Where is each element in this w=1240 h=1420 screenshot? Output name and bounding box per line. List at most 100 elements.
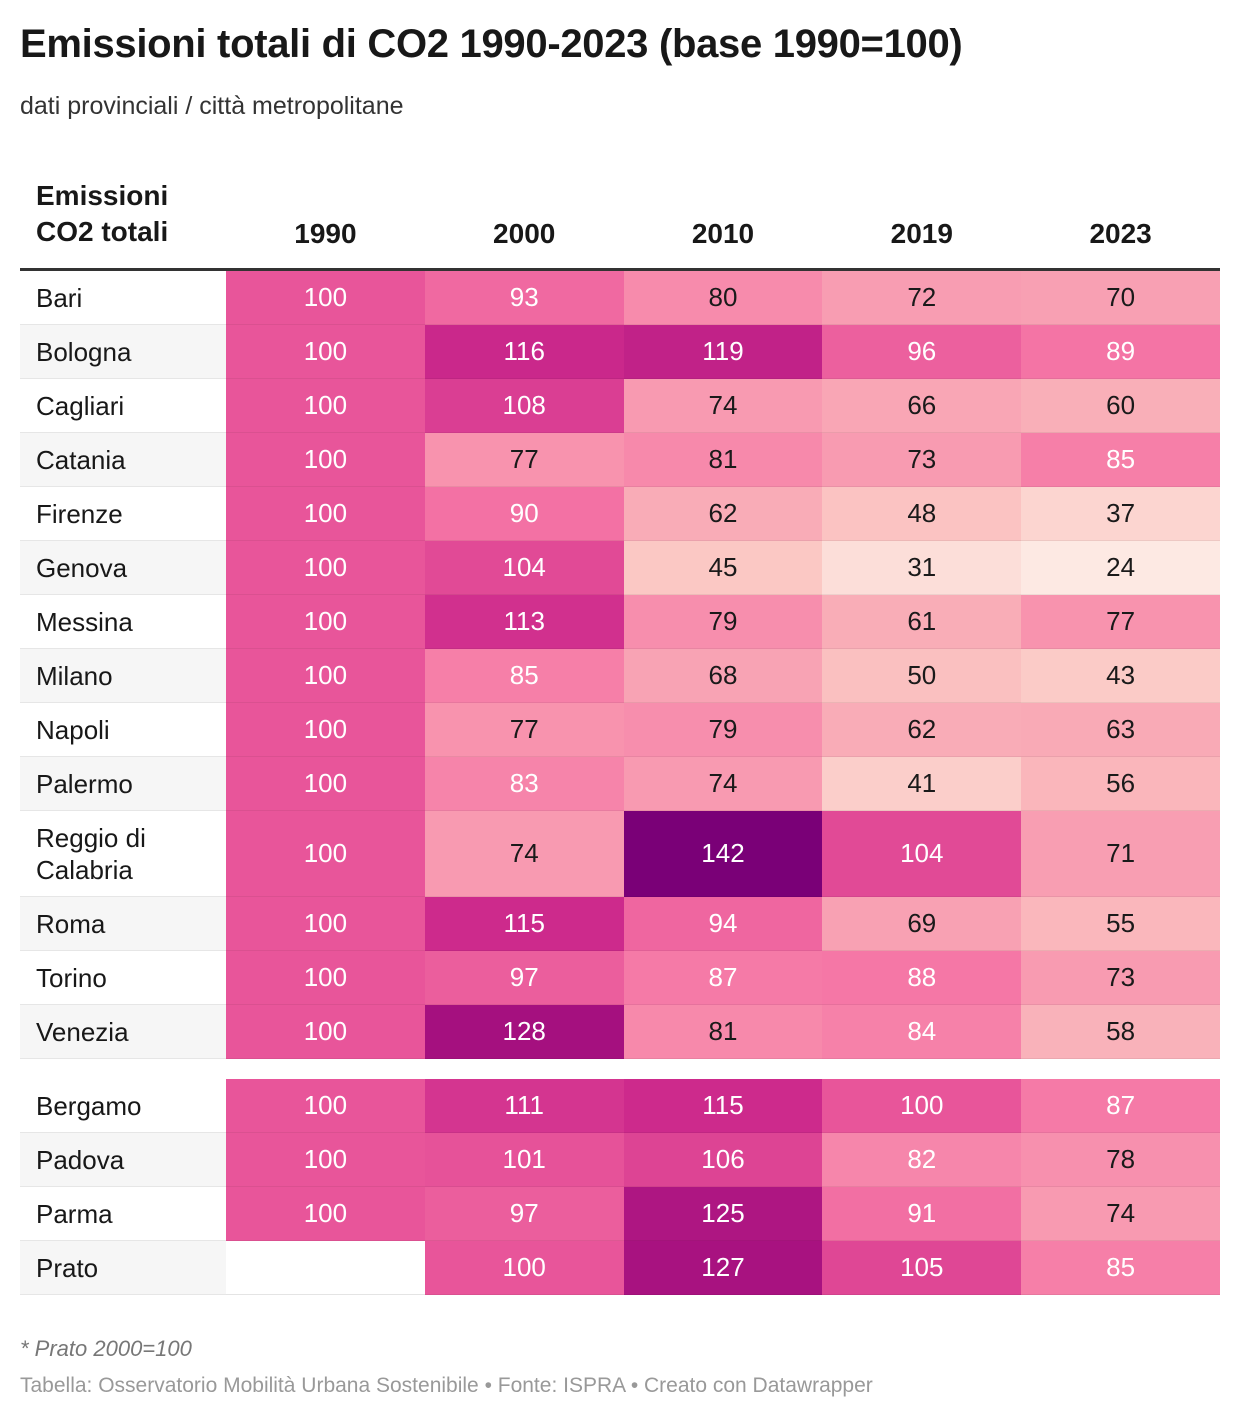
heatmap-cell: 115 — [623, 1079, 823, 1133]
heatmap-cell: 91 — [822, 1186, 1022, 1241]
heatmap-cell: 128 — [424, 1004, 624, 1059]
row-label: Venezia — [20, 1004, 226, 1059]
row-label: Napoli — [20, 702, 226, 757]
heatmap-cell: 70 — [1021, 269, 1220, 325]
heatmap-cell: 106 — [623, 1132, 823, 1187]
heatmap-cell: 62 — [822, 702, 1022, 757]
heatmap-cell: 82 — [822, 1132, 1022, 1187]
table-row: Milano 100 85 68 50 43 — [20, 648, 1220, 703]
footnote: * Prato 2000=100 — [20, 1336, 192, 1361]
table-row: Firenze 100 90 62 48 37 — [20, 486, 1220, 541]
heatmap-cell: 56 — [1021, 756, 1220, 811]
heatmap-cell: 66 — [822, 378, 1022, 433]
heatmap-cell: 85 — [424, 648, 624, 703]
heatmap-cell: 79 — [623, 702, 823, 757]
heatmap-cell: 100 — [226, 594, 425, 649]
heatmap-cell: 119 — [623, 324, 823, 379]
heatmap-cell: 100 — [226, 950, 425, 1005]
row-label: Bergamo — [20, 1079, 226, 1133]
heatmap-cell: 94 — [623, 896, 823, 951]
heatmap-cell: 100 — [226, 1079, 425, 1133]
heatmap-cell — [226, 1240, 425, 1295]
heatmap-cell: 100 — [226, 1186, 425, 1241]
heatmap-cell: 77 — [424, 432, 624, 487]
heatmap-cell: 45 — [623, 540, 823, 595]
heatmap-cell: 87 — [1021, 1079, 1220, 1133]
spacer-cell — [20, 1058, 1220, 1079]
row-label: Parma — [20, 1186, 226, 1241]
heatmap-cell: 74 — [1021, 1186, 1220, 1241]
table-row: Bologna 100 116 119 96 89 — [20, 324, 1220, 379]
heatmap-cell: 100 — [226, 1004, 425, 1059]
heatmap-cell: 77 — [1021, 594, 1220, 649]
heatmap-cell: 100 — [226, 378, 425, 433]
heatmap-cell: 100 — [822, 1079, 1022, 1133]
heatmap-cell: 100 — [226, 432, 425, 487]
chart-title: Emissioni totali di CO2 1990-2023 (base … — [20, 22, 963, 66]
heatmap-cell: 81 — [623, 432, 823, 487]
row-label: Padova — [20, 1132, 226, 1187]
column-header-2023: 2023 — [1021, 178, 1220, 271]
heatmap-cell: 24 — [1021, 540, 1220, 595]
table-row: Bari 100 93 80 72 70 — [20, 269, 1220, 325]
heatmap-cell: 74 — [424, 810, 624, 897]
table-row: Venezia 100 128 81 84 58 — [20, 1004, 1220, 1059]
heatmap-cell: 37 — [1021, 486, 1220, 541]
heatmap-cell: 61 — [822, 594, 1022, 649]
heatmap-cell: 85 — [1021, 1240, 1220, 1295]
heatmap-cell: 79 — [623, 594, 823, 649]
heatmap-cell: 74 — [623, 756, 823, 811]
heatmap-cell: 43 — [1021, 648, 1220, 703]
source-footer: Tabella: Osservatorio Mobilità Urbana So… — [20, 1374, 873, 1397]
heatmap-cell: 48 — [822, 486, 1022, 541]
heatmap-cell: 41 — [822, 756, 1022, 811]
heatmap-cell: 85 — [1021, 432, 1220, 487]
heatmap-cell: 100 — [226, 896, 425, 951]
row-label: Torino — [20, 950, 226, 1005]
heatmap-cell: 71 — [1021, 810, 1220, 897]
table-row: Genova 100 104 45 31 24 — [20, 540, 1220, 595]
heatmap-cell: 89 — [1021, 324, 1220, 379]
heatmap-cell: 104 — [424, 540, 624, 595]
row-header: Emissioni CO2 totali — [20, 178, 226, 271]
heatmap-cell: 55 — [1021, 896, 1220, 951]
heatmap-cell: 100 — [226, 324, 425, 379]
heatmap-cell: 84 — [822, 1004, 1022, 1059]
heatmap-cell: 31 — [822, 540, 1022, 595]
heatmap-cell: 81 — [623, 1004, 823, 1059]
heatmap-cell: 125 — [623, 1186, 823, 1241]
row-label: Milano — [20, 648, 226, 703]
heatmap-cell: 63 — [1021, 702, 1220, 757]
heatmap-cell: 87 — [623, 950, 823, 1005]
heatmap-cell: 97 — [424, 950, 624, 1005]
heatmap-cell: 100 — [226, 648, 425, 703]
row-label: Messina — [20, 594, 226, 649]
heatmap-cell: 74 — [623, 378, 823, 433]
heatmap-cell: 69 — [822, 896, 1022, 951]
row-label: Prato — [20, 1240, 226, 1295]
column-header-1990: 1990 — [226, 178, 425, 271]
heatmap-cell: 105 — [822, 1240, 1022, 1295]
table-row: Reggio di Calabria 100 74 142 104 71 — [20, 810, 1220, 897]
row-label: Bologna — [20, 324, 226, 379]
heatmap-cell: 77 — [424, 702, 624, 757]
table-row: Palermo 100 83 74 41 56 — [20, 756, 1220, 811]
heatmap-table: Emissioni CO2 totali 1990 2000 2010 2019 202… — [20, 178, 1220, 1295]
table-row: Prato 100 127 105 85 — [20, 1240, 1220, 1295]
heatmap-cell: 127 — [623, 1240, 823, 1295]
heatmap-cell: 108 — [424, 378, 624, 433]
heatmap-cell: 111 — [424, 1079, 624, 1133]
heatmap-cell: 62 — [623, 486, 823, 541]
heatmap-cell: 60 — [1021, 378, 1220, 433]
row-label: Palermo — [20, 756, 226, 811]
heatmap-cell: 50 — [822, 648, 1022, 703]
heatmap-cell: 104 — [822, 810, 1022, 897]
row-label: Cagliari — [20, 378, 226, 433]
header-row: Emissioni CO2 totali 1990 2000 2010 2019 202… — [20, 178, 1220, 271]
table-row: Parma 100 97 125 91 74 — [20, 1186, 1220, 1241]
heatmap-cell: 90 — [424, 486, 624, 541]
heatmap-cell: 83 — [424, 756, 624, 811]
heatmap-cell: 101 — [424, 1132, 624, 1187]
column-header-2019: 2019 — [822, 178, 1022, 271]
